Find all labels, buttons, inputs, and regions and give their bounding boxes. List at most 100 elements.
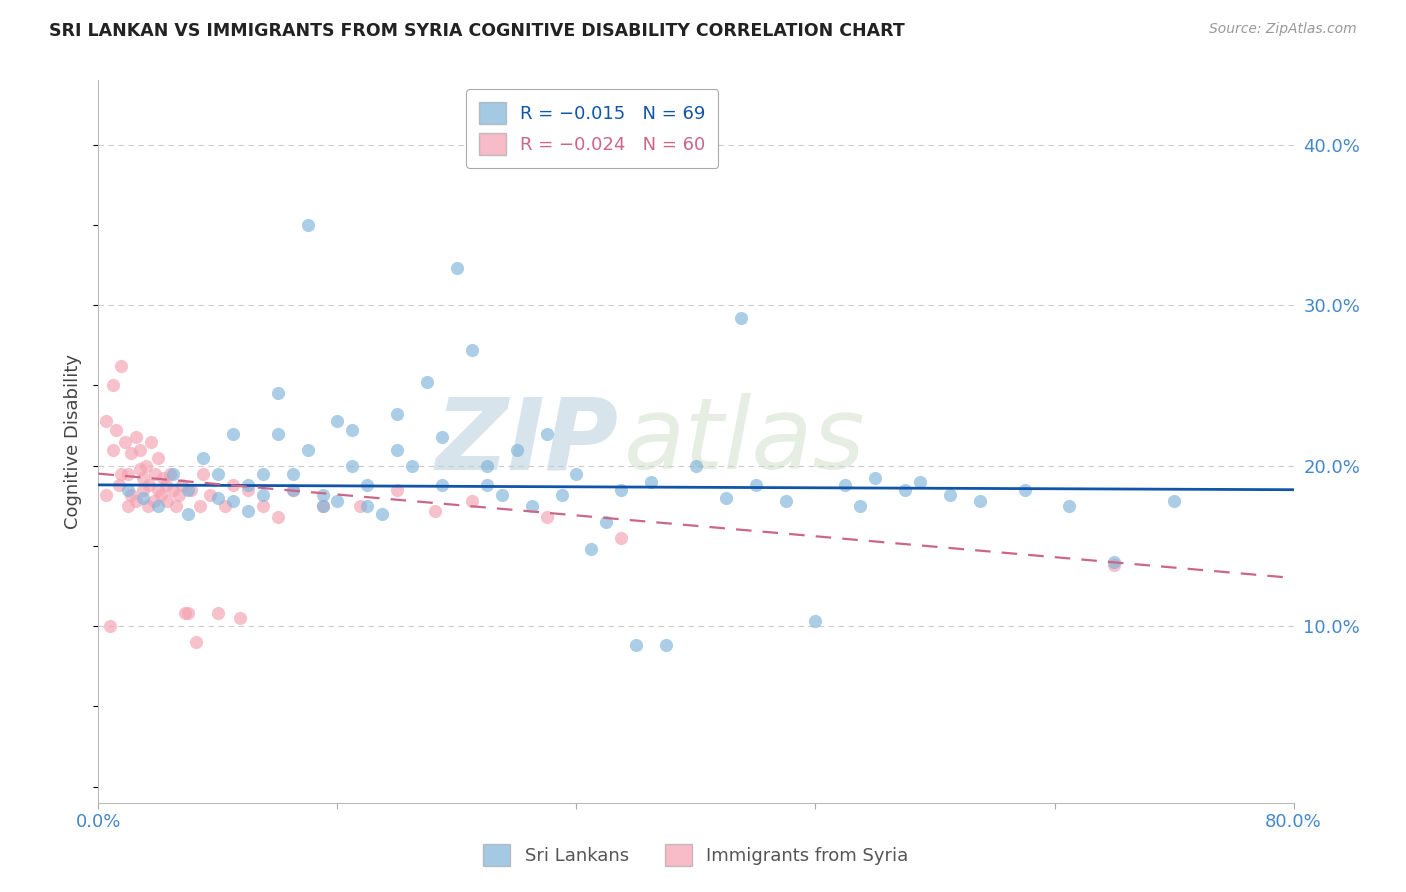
Point: [236, 503, 259, 517]
Point: [129, 462, 152, 476]
Point: [685, 458, 707, 473]
Point: [188, 499, 211, 513]
Point: [142, 494, 165, 508]
Text: Source: ZipAtlas.com: Source: ZipAtlas.com: [1209, 22, 1357, 37]
Point: [969, 494, 991, 508]
Point: [565, 467, 588, 481]
Point: [297, 442, 319, 457]
Point: [267, 426, 290, 441]
Point: [110, 467, 132, 481]
Point: [385, 442, 409, 457]
Point: [172, 478, 194, 492]
Point: [865, 471, 887, 485]
Point: [148, 450, 170, 465]
Point: [595, 515, 617, 529]
Point: [520, 499, 543, 513]
Point: [311, 499, 333, 513]
Point: [281, 467, 304, 481]
Point: [371, 507, 394, 521]
Point: [132, 471, 155, 485]
Point: [103, 378, 125, 392]
Point: [626, 639, 648, 653]
Point: [610, 483, 633, 497]
Point: [148, 483, 170, 497]
Point: [180, 483, 202, 497]
Point: [356, 499, 378, 513]
Point: [117, 499, 139, 513]
Point: [139, 434, 162, 449]
Point: [132, 491, 155, 505]
Point: [103, 442, 125, 457]
Point: [110, 359, 132, 373]
Point: [401, 458, 423, 473]
Point: [177, 483, 200, 497]
Point: [430, 478, 453, 492]
Point: [252, 499, 274, 513]
Point: [939, 487, 962, 501]
Point: [207, 491, 229, 505]
Point: [191, 467, 214, 481]
Point: [536, 510, 558, 524]
Point: [143, 467, 166, 481]
Point: [222, 494, 245, 508]
Point: [714, 491, 737, 505]
Point: [1104, 558, 1126, 573]
Point: [132, 483, 155, 497]
Point: [640, 475, 662, 489]
Point: [894, 483, 917, 497]
Point: [214, 499, 236, 513]
Point: [1059, 499, 1081, 513]
Point: [506, 442, 529, 457]
Point: [908, 475, 931, 489]
Point: [184, 635, 207, 649]
Point: [165, 499, 187, 513]
Point: [177, 507, 200, 521]
Point: [655, 639, 678, 653]
Point: [162, 467, 184, 481]
Point: [236, 483, 259, 497]
Point: [174, 607, 197, 621]
Point: [267, 386, 290, 401]
Point: [120, 446, 142, 460]
Point: [475, 478, 498, 492]
Point: [423, 503, 446, 517]
Point: [125, 494, 148, 508]
Point: [349, 499, 371, 513]
Point: [252, 467, 274, 481]
Point: [135, 458, 157, 473]
Point: [536, 426, 558, 441]
Point: [461, 494, 484, 508]
Point: [297, 218, 319, 232]
Point: [1104, 555, 1126, 569]
Point: [177, 607, 200, 621]
Point: [156, 494, 179, 508]
Point: [200, 487, 222, 501]
Point: [117, 483, 139, 497]
Point: [120, 487, 142, 501]
Point: [804, 615, 827, 629]
Point: [236, 478, 259, 492]
Point: [385, 483, 409, 497]
Point: [152, 471, 174, 485]
Point: [446, 261, 468, 276]
Point: [138, 478, 160, 492]
Point: [730, 310, 752, 325]
Point: [430, 430, 453, 444]
Point: [775, 494, 797, 508]
Text: atlas: atlas: [624, 393, 866, 490]
Point: [311, 487, 333, 501]
Point: [94, 414, 117, 428]
Point: [416, 375, 439, 389]
Point: [356, 478, 378, 492]
Text: SRI LANKAN VS IMMIGRANTS FROM SYRIA COGNITIVE DISABILITY CORRELATION CHART: SRI LANKAN VS IMMIGRANTS FROM SYRIA COGN…: [49, 22, 905, 40]
Point: [207, 607, 229, 621]
Point: [136, 499, 159, 513]
Point: [229, 611, 252, 625]
Text: ZIP: ZIP: [436, 393, 619, 490]
Point: [159, 467, 181, 481]
Point: [342, 423, 364, 437]
Point: [281, 483, 304, 497]
Point: [222, 426, 245, 441]
Point: [849, 499, 872, 513]
Point: [105, 423, 128, 437]
